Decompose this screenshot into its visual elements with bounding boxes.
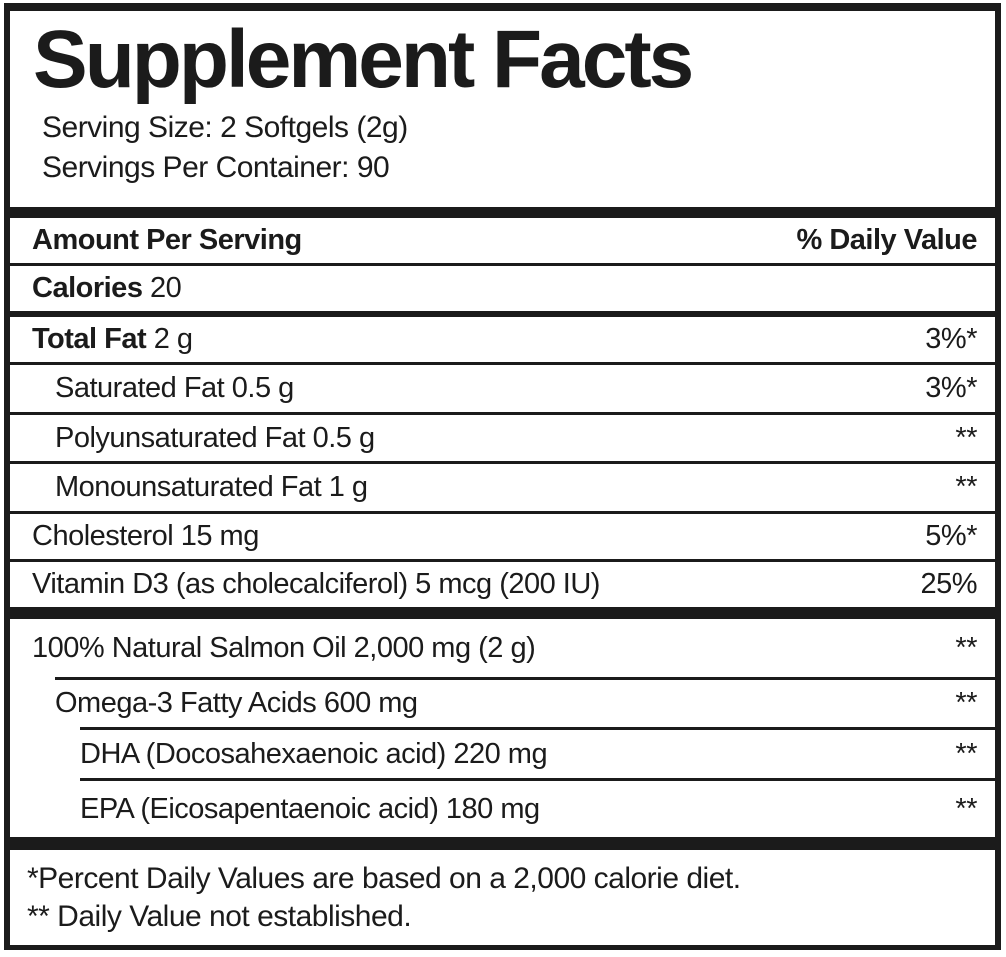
row-value: 3%* xyxy=(925,372,977,404)
row-label: Vitamin D3 (as cholecalciferol) 5 mcg (2… xyxy=(32,568,600,600)
row-divider-indented xyxy=(80,727,995,730)
row-label: Monounsaturated Fat 1 g xyxy=(55,471,368,503)
row-label: Calories 20 xyxy=(32,272,182,304)
row-value: ** xyxy=(955,792,977,825)
section-bar-middle xyxy=(10,607,995,619)
row-value: ** xyxy=(955,687,977,719)
row-label: Omega-3 Fatty Acids 600 mg xyxy=(55,687,418,719)
row-divider-indented xyxy=(80,778,995,781)
label-title: Supplement Facts xyxy=(33,14,694,105)
row-salmon-oil: 100% Natural Salmon Oil 2,000 mg (2 g) *… xyxy=(10,619,995,677)
row-label: EPA (Eicosapentaenoic acid) 180 mg xyxy=(80,792,540,825)
amount-per-serving-header: Amount Per Serving xyxy=(32,224,302,256)
row-label: Total Fat 2 g xyxy=(32,323,193,355)
footnotes: *Percent Daily Values are based on a 2,0… xyxy=(10,850,995,945)
row-total-fat: Total Fat 2 g 3%* xyxy=(10,317,995,362)
row-divider xyxy=(10,511,995,514)
row-label: Cholesterol 15 mg xyxy=(32,520,259,552)
row-divider xyxy=(10,461,995,464)
serving-size-text: Serving Size: 2 Softgels (2g) xyxy=(42,110,408,144)
supplement-facts-label: Supplement Facts Serving Size: 2 Softgel… xyxy=(4,3,1001,950)
row-calories: Calories 20 xyxy=(10,266,995,311)
row-value: ** xyxy=(955,421,977,454)
footnote-not-established: ** Daily Value not established. xyxy=(27,900,412,934)
row-label: DHA (Docosahexaenoic acid) 220 mg xyxy=(80,737,548,770)
row-value: ** xyxy=(955,471,977,503)
row-value: ** xyxy=(955,737,977,770)
footnote-daily-values: *Percent Daily Values are based on a 2,0… xyxy=(27,862,741,895)
row-divider xyxy=(10,263,995,266)
row-value: ** xyxy=(955,631,977,664)
section-bar-top xyxy=(10,207,995,218)
serving-info: Serving Size: 2 Softgels (2g) Servings P… xyxy=(33,108,977,188)
row-monounsaturated-fat: Monounsaturated Fat 1 g ** xyxy=(10,464,995,511)
row-value: 25% xyxy=(920,568,977,600)
row-value: 5%* xyxy=(925,520,977,552)
row-saturated-fat: Saturated Fat 0.5 g 3%* xyxy=(10,365,995,412)
row-label: Polyunsaturated Fat 0.5 g xyxy=(55,421,375,454)
row-label: Saturated Fat 0.5 g xyxy=(55,372,294,404)
row-divider xyxy=(10,412,995,415)
row-label: 100% Natural Salmon Oil 2,000 mg (2 g) xyxy=(32,631,536,664)
row-divider xyxy=(10,559,995,562)
row-divider-indented xyxy=(55,677,995,680)
label-header: Supplement Facts Serving Size: 2 Softgel… xyxy=(10,11,995,207)
row-cholesterol: Cholesterol 15 mg 5%* xyxy=(10,514,995,559)
row-vitamin-d3: Vitamin D3 (as cholecalciferol) 5 mcg (2… xyxy=(10,562,995,607)
servings-per-container-text: Servings Per Container: 90 xyxy=(42,150,390,184)
row-omega3: Omega-3 Fatty Acids 600 mg ** xyxy=(10,680,995,727)
row-divider-medium xyxy=(10,311,995,317)
row-epa: EPA (Eicosapentaenoic acid) 180 mg ** xyxy=(10,781,995,837)
row-polyunsaturated-fat: Polyunsaturated Fat 0.5 g ** xyxy=(10,415,995,461)
percent-daily-value-header: % Daily Value xyxy=(796,224,978,256)
row-dha: DHA (Docosahexaenoic acid) 220 mg ** xyxy=(10,730,995,778)
row-value: 3%* xyxy=(925,323,977,355)
section-bar-bottom xyxy=(10,837,995,850)
row-divider xyxy=(10,362,995,365)
table-header-row: Amount Per Serving % Daily Value xyxy=(10,218,995,263)
